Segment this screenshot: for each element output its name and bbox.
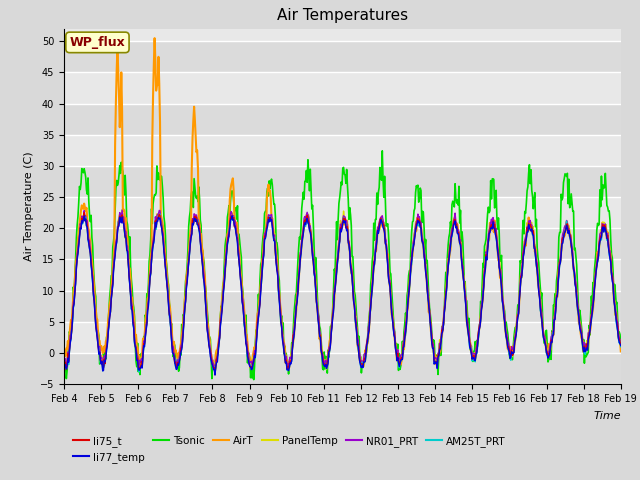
Bar (64, 104, 621, 135)
Text: Time: Time (593, 411, 621, 420)
Bar (64, 228, 621, 259)
Bar (64, 41, 621, 72)
Y-axis label: Air Temperature (C): Air Temperature (C) (24, 152, 35, 261)
Bar (64, 353, 621, 384)
Legend: li75_t, li77_temp, Tsonic, AirT, PanelTemp, NR01_PRT, AM25T_PRT: li75_t, li77_temp, Tsonic, AirT, PanelTe… (69, 432, 509, 467)
Bar (64, 290, 621, 322)
Title: Air Temperatures: Air Temperatures (277, 9, 408, 24)
Bar (64, 166, 621, 197)
Text: WP_flux: WP_flux (70, 36, 125, 49)
